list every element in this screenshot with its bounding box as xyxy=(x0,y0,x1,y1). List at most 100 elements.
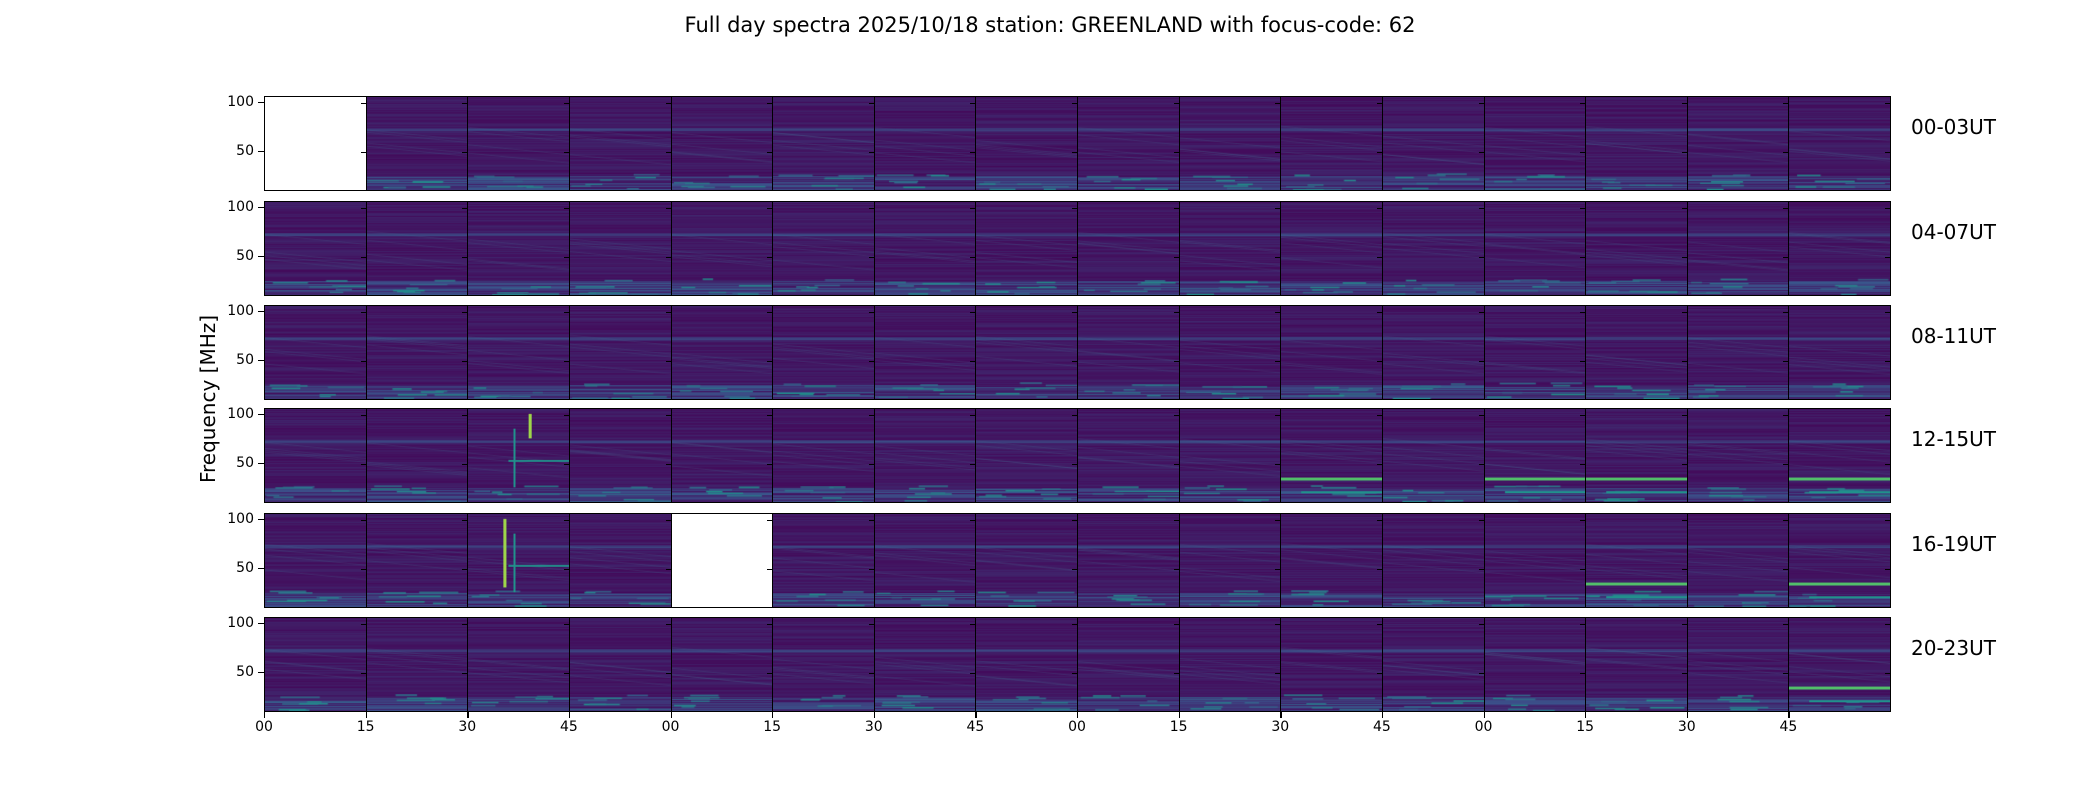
panel-y-tick xyxy=(1173,672,1180,675)
panel-y-tick xyxy=(462,519,469,522)
spectrogram-heatmap xyxy=(1687,409,1789,502)
spectrogram-panel xyxy=(1381,305,1485,400)
panel-y-tick xyxy=(1783,151,1790,154)
spectrogram-heatmap xyxy=(1382,514,1484,607)
panel-y-tick xyxy=(665,568,672,571)
spectrogram-panel xyxy=(1686,513,1790,608)
spectrogram-heatmap xyxy=(1078,409,1179,502)
spectrogram-heatmap xyxy=(265,202,366,295)
spectrogram-panel xyxy=(1077,408,1180,503)
spectrogram-panel xyxy=(1585,305,1688,400)
spectrogram-heatmap xyxy=(976,97,1077,190)
panel-y-tick xyxy=(767,256,774,259)
panel-y-tick xyxy=(1580,256,1587,259)
spectrogram-panel xyxy=(1077,201,1180,296)
spectrogram-panel xyxy=(975,305,1078,400)
spectrogram-heatmap xyxy=(671,409,773,502)
x-tick xyxy=(772,712,774,718)
spectrogram-heatmap xyxy=(1078,306,1179,399)
spectrogram-heatmap xyxy=(976,618,1077,711)
panel-y-tick xyxy=(360,623,367,626)
spectrogram-panel xyxy=(772,305,875,400)
x-tick-label: 15 xyxy=(356,719,375,735)
panel-y-tick xyxy=(462,207,469,210)
spectrogram-panel xyxy=(264,408,367,503)
spectrogram-heatmap xyxy=(366,306,468,399)
spectrogram-panel xyxy=(1483,513,1587,608)
spectrogram-heatmap xyxy=(874,306,976,399)
x-tick xyxy=(365,712,367,718)
spectrogram-panel xyxy=(1280,201,1383,296)
spectrogram-panel xyxy=(568,305,672,400)
panel-y-tick xyxy=(1275,256,1282,259)
spectrogram-heatmap xyxy=(1382,409,1484,502)
panel-y-tick xyxy=(1275,207,1282,210)
spectrogram-panel xyxy=(1077,513,1180,608)
panel-y-tick xyxy=(1681,414,1688,417)
y-tick xyxy=(258,206,264,209)
panel-y-tick xyxy=(767,360,774,363)
spectrogram-panel xyxy=(1280,408,1383,503)
panel-y-tick xyxy=(970,672,977,675)
spectrogram-heatmap xyxy=(773,97,874,190)
panel-y-tick xyxy=(1072,207,1078,210)
panel-y-tick xyxy=(1580,463,1587,466)
spectrogram-heatmap xyxy=(976,306,1077,399)
panel-y-tick xyxy=(1173,311,1180,314)
panel-y-tick xyxy=(1275,519,1282,522)
panel-y-tick xyxy=(1478,311,1485,314)
panel-y-tick xyxy=(1376,360,1383,363)
panel-y-tick xyxy=(1173,623,1180,626)
panel-y-tick xyxy=(1783,623,1790,626)
panel-y-tick xyxy=(360,568,367,571)
panel-y-tick xyxy=(360,102,367,105)
panel-y-tick xyxy=(767,568,774,571)
spectrogram-heatmap xyxy=(1281,514,1382,607)
spectrogram-heatmap xyxy=(1179,514,1281,607)
panel-y-tick xyxy=(665,256,672,259)
spectrogram-heatmap xyxy=(366,97,468,190)
panel-y-tick xyxy=(563,256,570,259)
panel-y-tick xyxy=(360,463,367,466)
panel-y-tick xyxy=(970,414,977,417)
spectrogram-panel xyxy=(873,96,977,191)
x-tick-label: 45 xyxy=(559,719,578,735)
spectrogram-heatmap xyxy=(1281,202,1382,295)
spectrogram-heatmap xyxy=(773,618,874,711)
spectrogram-panel xyxy=(1178,305,1282,400)
x-tick xyxy=(670,712,672,718)
panel-y-tick xyxy=(1478,360,1485,363)
spectrogram-panel xyxy=(467,513,570,608)
panel-y-tick xyxy=(767,414,774,417)
spectrogram-heatmap xyxy=(569,97,671,190)
x-tick-label: 00 xyxy=(1474,719,1493,735)
spectrogram-heatmap xyxy=(1687,514,1789,607)
spectrogram-heatmap xyxy=(569,202,671,295)
panel-y-tick xyxy=(462,256,469,259)
spectrogram-panel xyxy=(1686,96,1790,191)
spectrogram-panel xyxy=(264,513,367,608)
row-label: 00-03UT xyxy=(1911,115,1996,139)
panel-y-tick xyxy=(1681,672,1688,675)
panel-y-tick xyxy=(665,102,672,105)
spectrogram-panel xyxy=(772,617,875,712)
spectrogram-panel xyxy=(1178,617,1282,712)
panel-y-tick xyxy=(767,519,774,522)
spectrogram-panel xyxy=(568,617,672,712)
spectrogram-heatmap xyxy=(1687,618,1789,711)
panel-y-tick xyxy=(1173,414,1180,417)
panel-y-tick xyxy=(1478,623,1485,626)
spectrogram-panel xyxy=(365,617,469,712)
panel-y-tick xyxy=(462,360,469,363)
spectrogram-panel xyxy=(1483,305,1587,400)
panel-y-tick xyxy=(360,151,367,154)
y-tick-label: 50 xyxy=(236,454,254,471)
x-tick xyxy=(975,712,977,718)
spectrogram-heatmap xyxy=(1078,202,1179,295)
panel-y-tick xyxy=(1072,463,1078,466)
panel-y-tick xyxy=(1173,360,1180,363)
panel-y-tick xyxy=(1681,463,1688,466)
x-tick-label: 30 xyxy=(864,719,883,735)
panel-y-tick xyxy=(1376,623,1383,626)
panel-y-tick xyxy=(767,672,774,675)
